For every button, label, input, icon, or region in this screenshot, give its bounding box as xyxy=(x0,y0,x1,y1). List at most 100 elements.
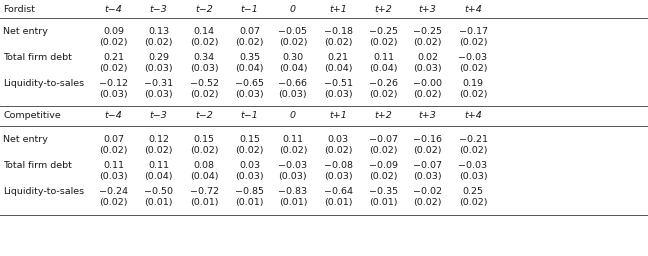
Text: 0.07: 0.07 xyxy=(239,27,260,36)
Text: (0.02): (0.02) xyxy=(369,173,398,182)
Text: (0.04): (0.04) xyxy=(235,65,264,73)
Text: 0.21: 0.21 xyxy=(328,52,349,61)
Text: t+3: t+3 xyxy=(419,112,437,121)
Text: t+1: t+1 xyxy=(329,112,347,121)
Text: (0.02): (0.02) xyxy=(99,65,128,73)
Text: (0.02): (0.02) xyxy=(459,91,487,100)
Text: Liquidity-to-sales: Liquidity-to-sales xyxy=(3,79,84,88)
Text: −0.51: −0.51 xyxy=(324,79,353,88)
Text: 0.15: 0.15 xyxy=(239,134,260,144)
Text: (0.01): (0.01) xyxy=(145,198,173,208)
Text: 0.30: 0.30 xyxy=(283,52,303,61)
Text: Fordist: Fordist xyxy=(3,5,35,14)
Text: −0.16: −0.16 xyxy=(413,134,442,144)
Text: (0.02): (0.02) xyxy=(413,38,442,48)
Text: −0.07: −0.07 xyxy=(413,161,442,169)
Text: 0.29: 0.29 xyxy=(148,52,169,61)
Text: −0.25: −0.25 xyxy=(413,27,442,36)
Text: t−1: t−1 xyxy=(240,112,259,121)
Text: −0.03: −0.03 xyxy=(279,161,307,169)
Text: (0.03): (0.03) xyxy=(279,173,307,182)
Text: t−4: t−4 xyxy=(104,5,122,14)
Text: (0.03): (0.03) xyxy=(413,173,442,182)
Text: (0.03): (0.03) xyxy=(324,91,353,100)
Text: t+2: t+2 xyxy=(375,112,393,121)
Text: 0.25: 0.25 xyxy=(463,187,483,196)
Text: 0.03: 0.03 xyxy=(239,161,260,169)
Text: 0.03: 0.03 xyxy=(328,134,349,144)
Text: −0.25: −0.25 xyxy=(369,27,398,36)
Text: −0.24: −0.24 xyxy=(99,187,128,196)
Text: (0.03): (0.03) xyxy=(99,91,128,100)
Text: −0.50: −0.50 xyxy=(145,187,173,196)
Text: 0.11: 0.11 xyxy=(103,161,124,169)
Text: Competitive: Competitive xyxy=(3,112,61,121)
Text: 0: 0 xyxy=(290,112,296,121)
Text: −0.00: −0.00 xyxy=(413,79,442,88)
Text: −0.21: −0.21 xyxy=(459,134,487,144)
Text: (0.02): (0.02) xyxy=(99,146,128,155)
Text: t+3: t+3 xyxy=(419,5,437,14)
Text: (0.04): (0.04) xyxy=(190,173,218,182)
Text: (0.03): (0.03) xyxy=(190,65,218,73)
Text: Liquidity-to-sales: Liquidity-to-sales xyxy=(3,187,84,196)
Text: 0.11: 0.11 xyxy=(148,161,169,169)
Text: (0.02): (0.02) xyxy=(459,198,487,208)
Text: −0.18: −0.18 xyxy=(324,27,353,36)
Text: 0: 0 xyxy=(290,5,296,14)
Text: t−2: t−2 xyxy=(195,5,213,14)
Text: Total firm debt: Total firm debt xyxy=(3,52,72,61)
Text: t−2: t−2 xyxy=(195,112,213,121)
Text: (0.04): (0.04) xyxy=(324,65,353,73)
Text: t−3: t−3 xyxy=(150,5,168,14)
Text: (0.02): (0.02) xyxy=(459,38,487,48)
Text: (0.02): (0.02) xyxy=(235,38,264,48)
Text: t+4: t+4 xyxy=(464,112,482,121)
Text: (0.01): (0.01) xyxy=(235,198,264,208)
Text: (0.03): (0.03) xyxy=(235,173,264,182)
Text: 0.15: 0.15 xyxy=(194,134,214,144)
Text: (0.03): (0.03) xyxy=(145,65,173,73)
Text: 0.21: 0.21 xyxy=(103,52,124,61)
Text: −0.64: −0.64 xyxy=(324,187,353,196)
Text: (0.02): (0.02) xyxy=(279,146,307,155)
Text: (0.03): (0.03) xyxy=(279,91,307,100)
Text: 0.19: 0.19 xyxy=(463,79,483,88)
Text: t+1: t+1 xyxy=(329,5,347,14)
Text: −0.08: −0.08 xyxy=(324,161,353,169)
Text: (0.02): (0.02) xyxy=(413,198,442,208)
Text: 0.11: 0.11 xyxy=(283,134,303,144)
Text: (0.03): (0.03) xyxy=(459,173,487,182)
Text: (0.02): (0.02) xyxy=(99,38,128,48)
Text: −0.35: −0.35 xyxy=(369,187,398,196)
Text: (0.02): (0.02) xyxy=(413,146,442,155)
Text: (0.02): (0.02) xyxy=(369,38,398,48)
Text: (0.02): (0.02) xyxy=(190,146,218,155)
Text: (0.02): (0.02) xyxy=(413,91,442,100)
Text: −0.12: −0.12 xyxy=(99,79,128,88)
Text: (0.02): (0.02) xyxy=(235,146,264,155)
Text: Net entry: Net entry xyxy=(3,134,48,144)
Text: 0.08: 0.08 xyxy=(194,161,214,169)
Text: −0.05: −0.05 xyxy=(279,27,307,36)
Text: −0.03: −0.03 xyxy=(459,52,487,61)
Text: (0.01): (0.01) xyxy=(279,198,307,208)
Text: 0.09: 0.09 xyxy=(103,27,124,36)
Text: −0.17: −0.17 xyxy=(459,27,487,36)
Text: 0.35: 0.35 xyxy=(239,52,260,61)
Text: −0.52: −0.52 xyxy=(190,79,218,88)
Text: 0.11: 0.11 xyxy=(373,52,394,61)
Text: (0.03): (0.03) xyxy=(413,65,442,73)
Text: (0.02): (0.02) xyxy=(369,146,398,155)
Text: (0.02): (0.02) xyxy=(145,38,173,48)
Text: (0.02): (0.02) xyxy=(190,91,218,100)
Text: −0.65: −0.65 xyxy=(235,79,264,88)
Text: Total firm debt: Total firm debt xyxy=(3,161,72,169)
Text: −0.66: −0.66 xyxy=(279,79,307,88)
Text: 0.12: 0.12 xyxy=(148,134,169,144)
Text: (0.01): (0.01) xyxy=(369,198,398,208)
Text: t−4: t−4 xyxy=(104,112,122,121)
Text: 0.13: 0.13 xyxy=(148,27,169,36)
Text: (0.03): (0.03) xyxy=(99,173,128,182)
Text: t+4: t+4 xyxy=(464,5,482,14)
